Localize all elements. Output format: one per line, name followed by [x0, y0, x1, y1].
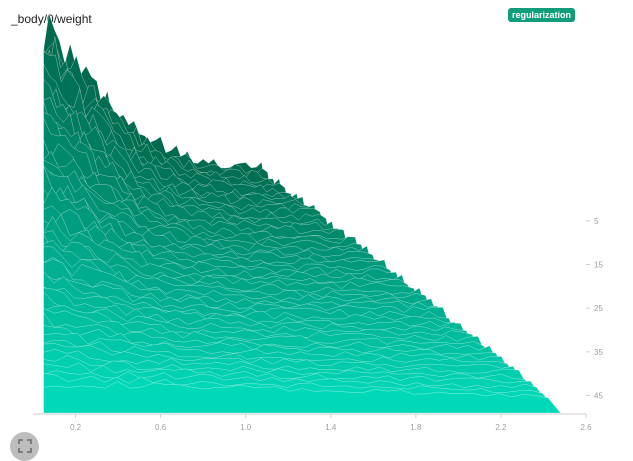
histogram-chart: 0.2 0.6 1.0 1.4 1.8 2.2 2.6 5 15 25 35 45 [33, 13, 603, 432]
x-tick-label: 1.8 [410, 423, 422, 432]
y-tick-label: 15 [594, 261, 603, 270]
y-tick-label: 35 [594, 348, 603, 357]
chart-axes: 0.2 0.6 1.0 1.4 1.8 2.2 2.6 5 15 25 35 45 [33, 217, 603, 432]
histogram-series-group [43, 13, 562, 414]
x-tick-label: 2.2 [495, 423, 507, 432]
fullscreen-button[interactable] [10, 432, 39, 461]
y-tick-label: 45 [594, 392, 603, 401]
x-tick-label: 2.6 [580, 423, 592, 432]
regularization-tag[interactable]: regularization [508, 8, 576, 22]
x-tick-label: 0.6 [155, 423, 167, 432]
y-tick-label: 5 [594, 217, 599, 226]
histogram-step-0 [43, 381, 562, 414]
fullscreen-icon [18, 439, 32, 453]
x-tick-label: 0.2 [70, 423, 82, 432]
chart-title: _body/0/weight [11, 12, 92, 26]
x-tick-label: 1.4 [325, 423, 337, 432]
y-tick-label: 25 [594, 304, 603, 313]
x-tick-label: 1.0 [240, 423, 252, 432]
